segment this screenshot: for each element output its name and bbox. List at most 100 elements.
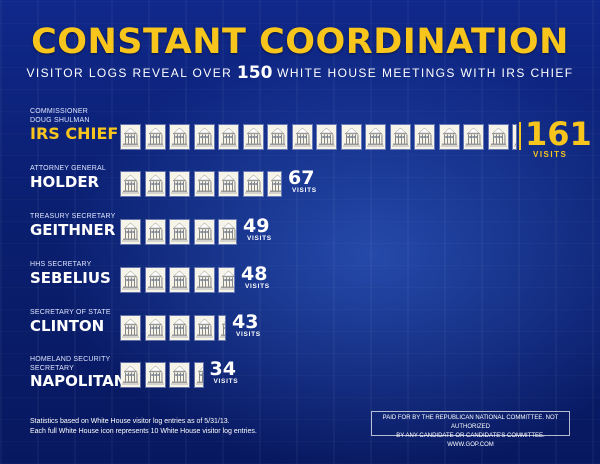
full-icon-mark <box>144 315 166 341</box>
full-icon-mark <box>169 315 190 341</box>
role-label: TREASURY SECRETARY <box>30 213 116 220</box>
white-house-icon <box>121 125 140 149</box>
white-house-icon <box>121 220 140 244</box>
white-house-icon <box>219 268 234 292</box>
full-icon-mark <box>144 171 166 197</box>
full-icon-mark <box>193 124 215 150</box>
page-title: CONSTANT COORDINATION <box>31 22 569 62</box>
unit-label: VISITS <box>213 378 239 385</box>
category-label: CLINTON <box>30 316 105 335</box>
chart-row: HOMELAND SECURITY SECRETARY NAPOLITANO 34 V… <box>0 356 600 396</box>
white-house-icon <box>488 125 508 149</box>
white-house-icon <box>219 220 236 244</box>
full-icon-mark <box>144 362 166 388</box>
white-house-icon <box>317 125 336 149</box>
role-label: COMMISSIONER <box>30 108 89 115</box>
full-icon-mark <box>340 124 362 150</box>
disclaimer-line-1: PAID FOR BY THE REPUBLICAN NATIONAL COMM… <box>382 415 559 430</box>
full-icon-mark <box>169 362 190 388</box>
full-icon-mark <box>169 219 190 245</box>
row-label: SECRETARY OF STATE CLINTON <box>30 309 124 335</box>
white-house-icon <box>145 268 165 292</box>
role-label: HOMELAND SECURITY SECRETARY <box>30 356 111 372</box>
full-icon-mark <box>120 267 141 293</box>
full-icon-mark <box>463 124 484 150</box>
full-icon-mark <box>438 124 460 150</box>
role-label: ATTORNEY GENERAL <box>30 165 106 172</box>
full-icon-mark <box>389 124 411 150</box>
full-icon-mark <box>267 124 288 150</box>
row-label: TREASURY SECRETARY GEITHNER <box>30 213 124 239</box>
page-subtitle: VISITOR LOGS REVEAL OVER 150 WHITE HOUSE… <box>0 63 600 83</box>
white-house-icon <box>170 363 189 387</box>
white-house-icon <box>121 363 140 387</box>
white-house-icon <box>121 268 140 292</box>
full-icon-mark <box>291 124 313 150</box>
full-icon-mark <box>169 267 190 293</box>
partial-icon-mark <box>512 124 517 150</box>
subtitle-number: 150 <box>236 63 273 83</box>
row-label: HOMELAND SECURITY SECRETARY NAPOLITANO <box>30 356 139 390</box>
partial-icon-mark <box>218 267 235 293</box>
white-house-icon <box>145 172 165 196</box>
white-house-icon <box>145 316 165 340</box>
white-house-icon <box>170 316 189 340</box>
white-house-icon <box>170 268 189 292</box>
full-icon-mark <box>487 124 509 150</box>
full-icon-mark <box>144 124 166 150</box>
full-icon-mark <box>193 171 215 197</box>
full-icon-mark <box>120 362 141 388</box>
white-house-icon <box>219 125 238 149</box>
partial-icon-mark <box>218 219 237 245</box>
partial-icon-mark <box>193 362 204 388</box>
unit-label: VISITS <box>533 150 568 159</box>
chart-row: COMMISSIONER DOUG SHULMAN IRS CHIEF 161 VISI… <box>0 108 600 159</box>
unit-label: VISITS <box>236 331 261 338</box>
full-icon-mark <box>120 315 141 341</box>
white-house-icon <box>390 125 410 149</box>
white-house-icon <box>439 125 459 149</box>
white-house-icon <box>194 268 214 292</box>
white-house-icon <box>121 172 140 196</box>
chart-row: SECRETARY OF STATE CLINTON 43 VISITS <box>0 309 600 349</box>
row-label: ATTORNEY GENERAL HOLDER <box>30 165 124 191</box>
white-house-icon <box>170 220 189 244</box>
white-house-icon <box>219 172 238 196</box>
partial-icon-mark <box>267 171 282 197</box>
value-label: 67 <box>288 167 315 189</box>
full-icon-mark <box>242 124 264 150</box>
value-label: 161 <box>525 115 592 153</box>
white-house-icon <box>194 172 214 196</box>
white-house-icon <box>145 220 165 244</box>
value-label: 48 <box>241 263 268 285</box>
footnote-line-2: Each full White House icon represents 10… <box>30 428 257 435</box>
full-icon-mark <box>193 219 215 245</box>
full-icon-mark <box>414 124 435 150</box>
footnote-line-1: Statistics based on White House visitor … <box>30 418 230 425</box>
full-icon-mark <box>193 267 215 293</box>
chart-row: HHS SECRETARY SEBELIUS 48 VISITS <box>0 261 600 301</box>
row-label: COMMISSIONER DOUG SHULMAN IRS CHIEF <box>30 108 124 142</box>
category-label: SEBELIUS <box>30 268 111 287</box>
white-house-icon <box>194 316 214 340</box>
white-house-icon <box>366 125 385 149</box>
role-label: DOUG SHULMAN <box>30 116 90 124</box>
full-icon-mark <box>120 124 141 150</box>
white-house-icon <box>268 125 287 149</box>
white-house-icon <box>268 172 281 196</box>
value-label: 43 <box>232 311 259 333</box>
white-house-icon <box>121 316 140 340</box>
category-label: IRS CHIEF <box>30 124 119 143</box>
white-house-icon <box>292 125 312 149</box>
white-house-icon <box>341 125 361 149</box>
white-house-icon <box>170 125 189 149</box>
role-label: SECRETARY OF STATE <box>30 309 111 316</box>
value-divider <box>519 122 521 150</box>
category-label: GEITHNER <box>30 220 116 239</box>
footnote: Statistics based on White House visitor … <box>30 417 330 437</box>
full-icon-mark <box>218 124 239 150</box>
white-house-icon <box>513 125 516 149</box>
full-icon-mark <box>169 171 190 197</box>
chart-row: ATTORNEY GENERAL HOLDER 67 VISITS <box>0 165 600 205</box>
white-house-icon <box>194 363 203 387</box>
